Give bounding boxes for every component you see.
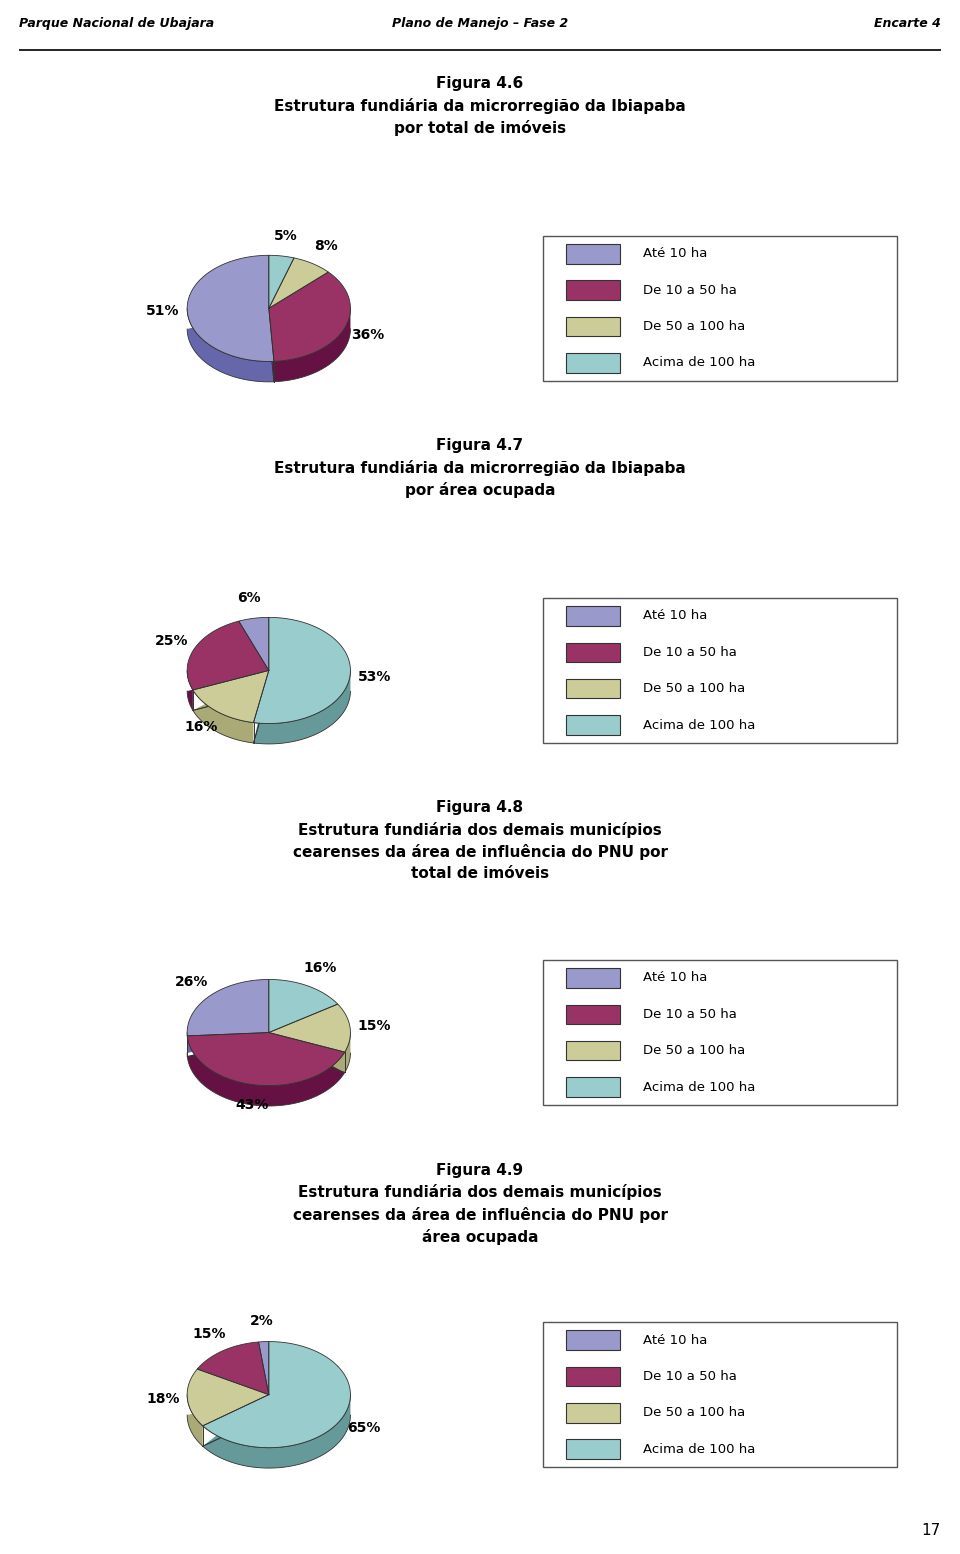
Text: Até 10 ha: Até 10 ha xyxy=(643,1333,708,1347)
Text: Encarte 4: Encarte 4 xyxy=(874,17,941,30)
Text: 25%: 25% xyxy=(155,634,188,648)
Bar xyxy=(566,1041,620,1060)
Polygon shape xyxy=(187,1032,269,1057)
Polygon shape xyxy=(269,1032,350,1072)
Polygon shape xyxy=(187,308,274,382)
Bar xyxy=(566,968,620,988)
Polygon shape xyxy=(253,670,350,744)
Text: Figura 4.7
Estrutura fundiária da microrregião da Ibiapaba
por área ocupada: Figura 4.7 Estrutura fundiária da micror… xyxy=(275,438,685,499)
Text: De 50 a 100 ha: De 50 a 100 ha xyxy=(643,320,746,333)
Bar xyxy=(566,353,620,373)
Bar xyxy=(566,1403,620,1422)
Polygon shape xyxy=(258,1341,269,1394)
Polygon shape xyxy=(269,255,294,308)
Polygon shape xyxy=(187,1369,269,1427)
Polygon shape xyxy=(187,255,274,362)
Text: Plano de Manejo – Fase 2: Plano de Manejo – Fase 2 xyxy=(392,17,568,30)
Text: 53%: 53% xyxy=(358,670,391,684)
Bar xyxy=(566,606,620,626)
Text: Figura 4.6
Estrutura fundiária da microrregião da Ibiapaba
por total de imóveis: Figura 4.6 Estrutura fundiária da micror… xyxy=(275,76,685,137)
Polygon shape xyxy=(187,979,269,1037)
Text: 16%: 16% xyxy=(184,720,218,733)
Text: De 10 a 50 ha: De 10 a 50 ha xyxy=(643,1009,737,1021)
Text: Acima de 100 ha: Acima de 100 ha xyxy=(643,356,756,370)
Bar xyxy=(566,317,620,336)
Polygon shape xyxy=(187,1032,345,1086)
Polygon shape xyxy=(187,1032,345,1106)
Bar xyxy=(566,1330,620,1350)
Bar xyxy=(566,679,620,698)
Text: Acima de 100 ha: Acima de 100 ha xyxy=(643,1442,756,1456)
Polygon shape xyxy=(269,979,338,1032)
Bar xyxy=(566,280,620,300)
Polygon shape xyxy=(203,1394,350,1469)
Text: 36%: 36% xyxy=(350,328,384,342)
Text: 15%: 15% xyxy=(358,1018,392,1032)
Text: 6%: 6% xyxy=(237,591,261,606)
Text: 17: 17 xyxy=(922,1523,941,1538)
Polygon shape xyxy=(193,670,269,723)
Text: De 50 a 100 ha: De 50 a 100 ha xyxy=(643,1406,746,1419)
Text: De 10 a 50 ha: De 10 a 50 ha xyxy=(643,646,737,659)
Polygon shape xyxy=(187,1394,269,1447)
Bar xyxy=(566,1077,620,1097)
Polygon shape xyxy=(203,1341,350,1448)
Text: Parque Nacional de Ubajara: Parque Nacional de Ubajara xyxy=(19,17,214,30)
Polygon shape xyxy=(269,1004,350,1052)
Text: Figura 4.9
Estrutura fundiária dos demais municípios
cearenses da área de influê: Figura 4.9 Estrutura fundiária dos demai… xyxy=(293,1162,667,1245)
Bar xyxy=(566,642,620,662)
Text: 8%: 8% xyxy=(314,239,338,253)
Text: 18%: 18% xyxy=(146,1392,180,1406)
Text: De 10 a 50 ha: De 10 a 50 ha xyxy=(643,284,737,297)
Text: Até 10 ha: Até 10 ha xyxy=(643,609,708,623)
Text: Acima de 100 ha: Acima de 100 ha xyxy=(643,718,756,732)
Text: 15%: 15% xyxy=(192,1327,226,1341)
Text: De 50 a 100 ha: De 50 a 100 ha xyxy=(643,682,746,695)
Text: 65%: 65% xyxy=(347,1420,380,1434)
Text: 16%: 16% xyxy=(303,962,337,976)
Text: De 50 a 100 ha: De 50 a 100 ha xyxy=(643,1044,746,1057)
Text: Acima de 100 ha: Acima de 100 ha xyxy=(643,1080,756,1094)
Text: De 10 a 50 ha: De 10 a 50 ha xyxy=(643,1371,737,1383)
Polygon shape xyxy=(269,308,350,382)
Polygon shape xyxy=(269,258,328,308)
Polygon shape xyxy=(269,272,350,362)
Polygon shape xyxy=(239,617,269,670)
Bar xyxy=(566,244,620,264)
Text: Até 10 ha: Até 10 ha xyxy=(643,971,708,985)
Text: Até 10 ha: Até 10 ha xyxy=(643,247,708,261)
Polygon shape xyxy=(193,670,269,743)
Bar xyxy=(566,1004,620,1024)
Bar xyxy=(566,1439,620,1459)
Text: 2%: 2% xyxy=(251,1315,274,1329)
Text: Figura 4.8
Estrutura fundiária dos demais municípios
cearenses da área de influê: Figura 4.8 Estrutura fundiária dos demai… xyxy=(293,800,667,881)
Text: 51%: 51% xyxy=(146,303,180,317)
Bar xyxy=(566,715,620,735)
Text: 5%: 5% xyxy=(274,228,298,242)
Polygon shape xyxy=(197,1343,269,1394)
Polygon shape xyxy=(187,670,269,710)
Text: 26%: 26% xyxy=(175,976,208,990)
Polygon shape xyxy=(253,617,350,724)
Polygon shape xyxy=(187,622,269,690)
Text: 43%: 43% xyxy=(235,1099,269,1113)
Bar xyxy=(566,1366,620,1386)
